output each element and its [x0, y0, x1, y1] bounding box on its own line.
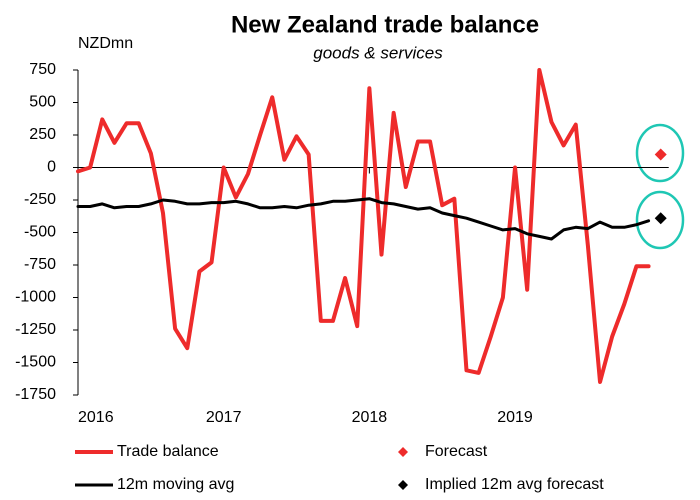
y-tick-label: 250 [29, 126, 56, 143]
x-tick-label: 2019 [497, 409, 533, 426]
forecast-marker [654, 212, 667, 225]
y-tick-label: -1000 [15, 289, 56, 306]
chart-subtitle: goods & services [313, 43, 443, 62]
y-tick-label: -1500 [15, 354, 56, 371]
chart-title: New Zealand trade balance [231, 11, 539, 38]
legend-label: Trade balance [117, 443, 219, 460]
y-tick-label: -1750 [15, 386, 56, 403]
y-tick-label: -750 [24, 256, 56, 273]
legend-label: Implied 12m avg forecast [425, 476, 604, 493]
legend-marker [398, 447, 408, 457]
y-tick-label: 500 [29, 94, 56, 111]
y-tick-label: -250 [24, 191, 56, 208]
series-line [76, 197, 651, 241]
legend-label: 12m moving avg [117, 476, 234, 493]
x-tick-label: 2016 [78, 409, 114, 426]
y-tick-label: -1250 [15, 321, 56, 338]
series-line [76, 68, 651, 384]
x-tick-label: 2017 [206, 409, 242, 426]
legend-marker [398, 480, 408, 490]
y-tick-label: -500 [24, 224, 56, 241]
y-tick-label: 750 [29, 61, 56, 78]
forecast-marker [654, 148, 667, 161]
x-tick-label: 2018 [352, 409, 388, 426]
highlight-circle [635, 123, 685, 183]
y-axis-label: NZDmn [78, 35, 133, 52]
legend-label: Forecast [425, 443, 488, 460]
highlight-circle [635, 190, 685, 250]
y-tick-label: 0 [47, 159, 56, 176]
